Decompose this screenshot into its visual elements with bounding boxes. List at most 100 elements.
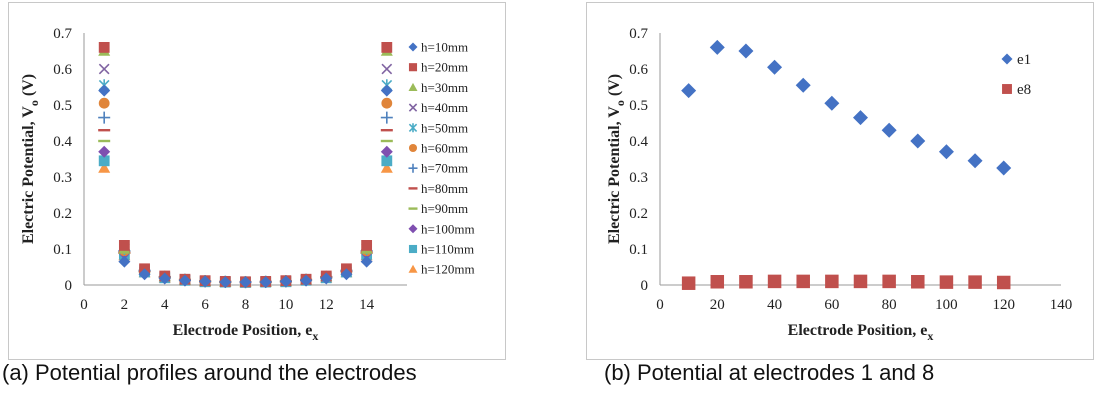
- data-point: [824, 95, 840, 111]
- series-h=50mm: [98, 79, 393, 289]
- legend-marker: [408, 244, 418, 254]
- data-point: [98, 145, 111, 158]
- legend-label: h=50mm: [421, 120, 468, 135]
- data-point: [340, 268, 353, 281]
- data-point: [767, 274, 782, 289]
- data-point: [739, 275, 753, 289]
- data-point: [738, 43, 754, 59]
- x-tick-label: 20: [710, 297, 725, 313]
- legend-marker: [408, 42, 418, 52]
- legend-label: h=90mm: [421, 201, 468, 216]
- chart-panel-b: 0 20 40 60 80 100 120 140 0 0.1 0.2 0.3 0.4 0.5 0.6 0.7…: [586, 2, 1094, 360]
- data-point: [98, 97, 110, 109]
- chart-a-svg: 0 2 4 6 8 10 12 14 0 0.1 0.2 0.3 0.4 0.5 0.6 0.7 Electro…: [20, 26, 475, 343]
- data-point: [709, 39, 725, 55]
- data-point: [911, 275, 925, 289]
- data-point: [98, 84, 111, 97]
- x-tick-label: 80: [882, 297, 897, 313]
- data-point: [853, 110, 868, 126]
- data-point: [98, 162, 111, 173]
- series-h=60mm: [98, 97, 393, 288]
- x-tick-label: 40: [767, 297, 782, 313]
- x-tick-label: 6: [201, 297, 209, 313]
- data-point: [381, 63, 393, 75]
- x-tick-label: 140: [1050, 297, 1073, 313]
- y-tick-label: 0.6: [53, 62, 72, 78]
- y-tick-label: 0.4: [629, 134, 648, 150]
- y-tick-label: 0.6: [629, 62, 648, 78]
- data-point: [795, 77, 811, 93]
- legend: e1 e8: [1001, 52, 1031, 98]
- data-point: [381, 42, 393, 53]
- data-point: [996, 275, 1011, 290]
- legend-label: h=40mm: [421, 100, 468, 115]
- data-point: [380, 111, 393, 124]
- data-point: [996, 160, 1012, 176]
- legend-marker: [1002, 84, 1012, 94]
- x-tick-label: 12: [319, 297, 334, 313]
- legend-label: h=20mm: [421, 60, 468, 75]
- chart-panel-a: 0 2 4 6 8 10 12 14 0 0.1 0.2 0.3 0.4 0.5 0.6 0.7 Electro…: [8, 2, 506, 360]
- data-point: [381, 155, 393, 167]
- x-tick-label: 2: [121, 297, 129, 313]
- chart-b-svg: 0 20 40 60 80 100 120 140 0 0.1 0.2 0.3 0.4 0.5 0.6 0.7…: [606, 26, 1073, 343]
- data-point: [796, 274, 810, 289]
- legend-label: h=70mm: [421, 161, 468, 176]
- legend: h=10mm h=20mm h=30mm h=40mm h=50mm h=60mm h=70…: [408, 40, 475, 277]
- y-tick-label: 0.7: [53, 26, 72, 42]
- series-e8: [681, 274, 1011, 290]
- data-point: [939, 275, 954, 289]
- legend-marker: [408, 63, 418, 72]
- y-tick-label: 0.3: [629, 170, 648, 186]
- legend-label: e8: [1017, 82, 1031, 98]
- data-point: [178, 274, 191, 287]
- y-tick-label: 0.1: [53, 242, 72, 258]
- legend-marker: [408, 143, 418, 153]
- data-point: [882, 274, 896, 289]
- x-tick-label: 60: [824, 297, 839, 313]
- data-point: [138, 268, 151, 281]
- x-tick-label: 100: [935, 297, 958, 313]
- legend-marker: [408, 103, 418, 112]
- data-point: [380, 145, 393, 158]
- series-h=20mm: [98, 42, 393, 288]
- data-point: [681, 276, 696, 290]
- data-point: [239, 276, 252, 289]
- y-tick-label: 0.4: [53, 134, 72, 150]
- data-point: [320, 272, 333, 285]
- y-tick-label: 0: [641, 278, 649, 294]
- legend-marker: [408, 82, 418, 91]
- y-axis-title: Electric Potential, Vo (V): [606, 74, 627, 244]
- caption-a: (a) Potential profiles around the electr…: [2, 360, 417, 385]
- series-h=80mm: [98, 129, 393, 284]
- legend-label: h=100mm: [421, 221, 475, 236]
- data-point: [98, 111, 111, 124]
- legend-marker: [408, 264, 418, 273]
- y-tick-label: 0.2: [53, 206, 72, 222]
- data-point: [380, 162, 393, 173]
- y-tick-label: 0.1: [629, 242, 648, 258]
- data-point: [710, 275, 725, 289]
- series-h=90mm: [98, 139, 393, 284]
- data-point: [98, 63, 110, 75]
- data-point: [300, 274, 313, 287]
- series-h=30mm: [98, 45, 393, 287]
- data-point: [767, 59, 783, 75]
- legend-label: h=60mm: [421, 141, 468, 156]
- legend-label: h=80mm: [421, 181, 468, 196]
- data-point: [361, 240, 373, 251]
- y-tick-label: 0.5: [53, 98, 72, 114]
- legend-marker: [408, 123, 418, 133]
- data-point: [279, 275, 292, 288]
- data-point: [881, 122, 897, 138]
- x-tick-label: 120: [992, 297, 1015, 313]
- x-tick-label: 4: [161, 297, 169, 313]
- x-tick-label: 8: [242, 297, 250, 313]
- data-point: [938, 144, 954, 160]
- y-axis-title: Electric Potential, Vo (V): [20, 74, 41, 244]
- y-tick-label: 0.2: [629, 206, 648, 222]
- x-axis-title: Electrode Position, ex: [173, 322, 319, 343]
- y-tick-label: 0.7: [629, 26, 648, 42]
- legend-label: e1: [1017, 52, 1031, 68]
- x-tick-label: 10: [278, 297, 293, 313]
